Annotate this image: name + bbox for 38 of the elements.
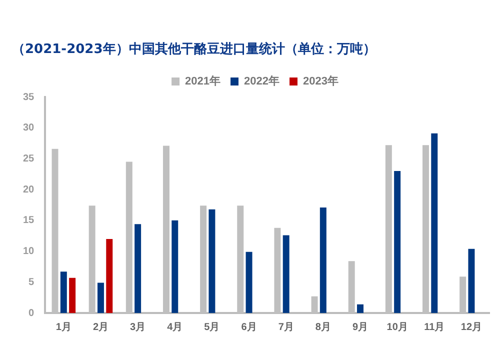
x-tick-label: 11月 [424, 322, 445, 333]
x-tick-label: 4月 [167, 322, 183, 333]
chart-title: （2021-2023年）中国其他干酪豆进口量统计（单位：万吨） [12, 40, 376, 58]
y-tick-label: 10 [23, 246, 35, 258]
x-tick-label: 3月 [130, 322, 146, 333]
y-tick-label: 25 [23, 153, 35, 164]
x-tick-label: 1月 [56, 322, 72, 333]
x-tick-label: 5月 [204, 322, 220, 333]
bar [106, 238, 113, 313]
bar [246, 252, 252, 313]
bar [172, 220, 178, 313]
legend-label: 2023年 [302, 74, 338, 88]
legend-label: 2022年 [244, 74, 280, 88]
y-tick-label: 35 [23, 92, 35, 103]
x-tick-label: 12月 [460, 322, 482, 333]
y-tick-label: 0 [28, 308, 35, 319]
bar [208, 209, 216, 313]
bar [282, 235, 290, 313]
bar [357, 304, 364, 313]
bar [431, 133, 438, 313]
y-tick-label: 30 [23, 122, 35, 134]
x-tick-label: 8月 [315, 322, 331, 333]
x-tick-label: 9月 [352, 322, 368, 333]
x-tick-label: 7月 [278, 322, 294, 333]
y-tick-label: 5 [28, 276, 35, 288]
x-tick-label: 10月 [386, 322, 408, 333]
bar [69, 278, 76, 313]
x-tick-label: 6月 [241, 322, 257, 333]
y-tick-label: 15 [23, 215, 35, 226]
bar [320, 207, 326, 313]
legend-label: 2021年 [185, 74, 221, 88]
x-tick-label: 2月 [92, 322, 109, 333]
bar [134, 224, 142, 313]
y-tick-label: 20 [23, 184, 35, 196]
bar [468, 248, 475, 313]
bar [97, 282, 104, 313]
bar [394, 171, 401, 313]
bar [60, 272, 67, 313]
